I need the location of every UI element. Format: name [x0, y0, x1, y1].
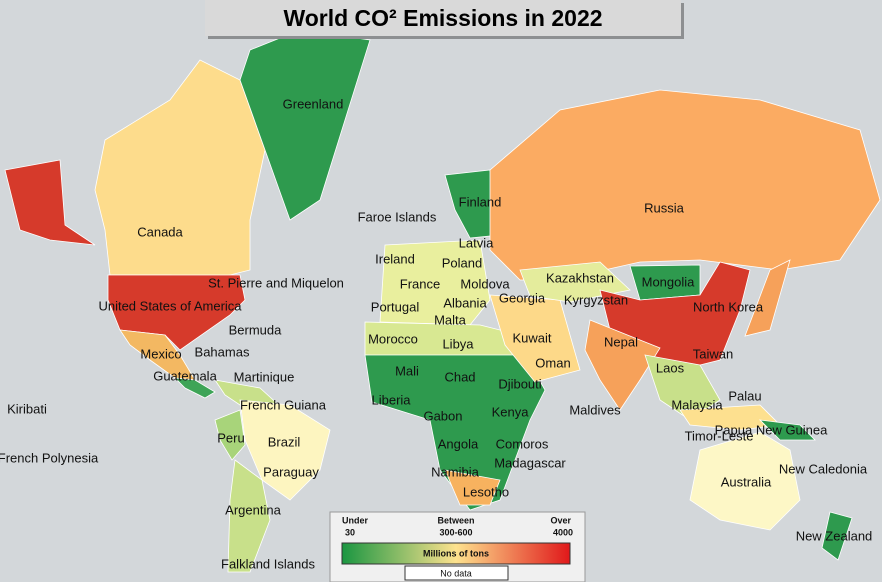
country-label: Paraguay	[263, 464, 319, 479]
country-shape	[821, 511, 853, 561]
country-label: Morocco	[368, 331, 418, 346]
country-labels: Greenland Finland Faroe Islands Latvia Russi…	[0, 96, 872, 571]
country-label: New Caledonia	[779, 461, 868, 476]
country-label: Nepal	[604, 334, 638, 349]
country-label: Timor-Leste	[685, 428, 754, 443]
country-label: Portugal	[371, 299, 420, 314]
legend-high-label: Over	[550, 515, 571, 525]
country-label: St. Pierre and Miquelon	[208, 275, 344, 290]
country-label: Kyrgyzstan	[564, 292, 628, 307]
country-shape	[584, 319, 661, 411]
legend-low-label: Under	[342, 515, 369, 525]
country-label: Djibouti	[498, 376, 541, 391]
country-shape	[744, 259, 791, 337]
country-label: Malaysia	[671, 397, 723, 412]
country-label: Gabon	[423, 408, 462, 423]
country-shape	[239, 399, 331, 501]
country-shape	[489, 89, 881, 281]
legend-unit: Millions of tons	[423, 548, 489, 558]
country-label: Libya	[442, 336, 474, 351]
country-label: Martinique	[234, 369, 295, 384]
country-label: Greenland	[283, 96, 344, 111]
country-shape	[4, 159, 96, 246]
country-label: Russia	[644, 200, 685, 215]
country-label: Kiribati	[7, 401, 47, 416]
country-label: French Guiana	[240, 397, 327, 412]
country-shape	[214, 409, 246, 461]
title-box: World CO² Emissions in 2022	[205, 0, 684, 39]
legend-low-value: 30	[345, 527, 355, 537]
country-label: Liberia	[371, 392, 411, 407]
country-label: Namibia	[431, 464, 479, 479]
country-shape	[239, 29, 371, 221]
country-label: Comoros	[496, 436, 549, 451]
country-shape	[679, 404, 781, 431]
country-label: Taiwan	[693, 346, 733, 361]
country-label: Chad	[444, 369, 475, 384]
legend-high-value: 4000	[553, 527, 573, 537]
country-label: Ireland	[375, 251, 415, 266]
country-shape	[173, 377, 216, 399]
country-shape	[689, 431, 801, 531]
country-label: Mexico	[140, 346, 181, 361]
country-shape	[94, 59, 266, 281]
country-label: Argentina	[225, 502, 281, 517]
title-background	[205, 0, 681, 36]
country-label: Guatemala	[153, 368, 217, 383]
country-label: Kuwait	[512, 330, 551, 345]
country-label: Oman	[535, 355, 570, 370]
country-shape	[379, 239, 491, 326]
country-label: Bermuda	[229, 322, 283, 337]
country-label: Falkland Islands	[221, 556, 315, 571]
no-data-label: No data	[440, 568, 472, 578]
country-shape	[227, 459, 271, 573]
country-label: United States of America	[98, 298, 242, 313]
country-label: New Zealand	[796, 528, 873, 543]
country-label: Angola	[438, 436, 479, 451]
country-label: Malta	[434, 312, 467, 327]
country-label: Bahamas	[195, 344, 250, 359]
country-label: Laos	[656, 360, 685, 375]
country-shape	[758, 419, 816, 441]
country-label: Papua New Guinea	[715, 422, 829, 437]
legend-mid-label: Between	[437, 515, 474, 525]
legend-mid-value: 300-600	[439, 527, 472, 537]
country-label: Canada	[137, 224, 183, 239]
country-label: Mongolia	[642, 274, 696, 289]
countries	[4, 29, 881, 573]
country-label: French Polynesia	[0, 450, 99, 465]
country-label: Kenya	[492, 404, 530, 419]
country-label: Albania	[443, 295, 487, 310]
country-label: North Korea	[693, 299, 764, 314]
country-label: Lesotho	[463, 484, 509, 499]
country-label: France	[400, 276, 440, 291]
country-shape	[444, 169, 501, 239]
country-label: Brazil	[268, 434, 301, 449]
country-label: Maldives	[569, 402, 621, 417]
country-label: Kazakhstan	[546, 270, 614, 285]
country-shape	[489, 294, 581, 383]
country-shape	[444, 469, 501, 506]
map-title: World CO² Emissions in 2022	[283, 5, 602, 31]
country-label: Palau	[728, 388, 761, 403]
country-label: Latvia	[459, 235, 494, 250]
country-label: Peru	[217, 430, 244, 445]
country-label: Mali	[395, 363, 419, 378]
country-label: Australia	[721, 474, 772, 489]
country-label: Georgia	[499, 290, 546, 305]
country-label: Poland	[442, 255, 482, 270]
country-shape	[107, 274, 246, 351]
country-label: Finland	[459, 194, 502, 209]
country-label: Madagascar	[494, 455, 566, 470]
legend-gradient	[341, 542, 571, 565]
no-data-box	[404, 565, 509, 581]
legend: Under 30 Between 300-600 Over 4000 Milli…	[329, 511, 586, 582]
country-label: Faroe Islands	[358, 209, 437, 224]
country-label: Moldova	[460, 276, 510, 291]
